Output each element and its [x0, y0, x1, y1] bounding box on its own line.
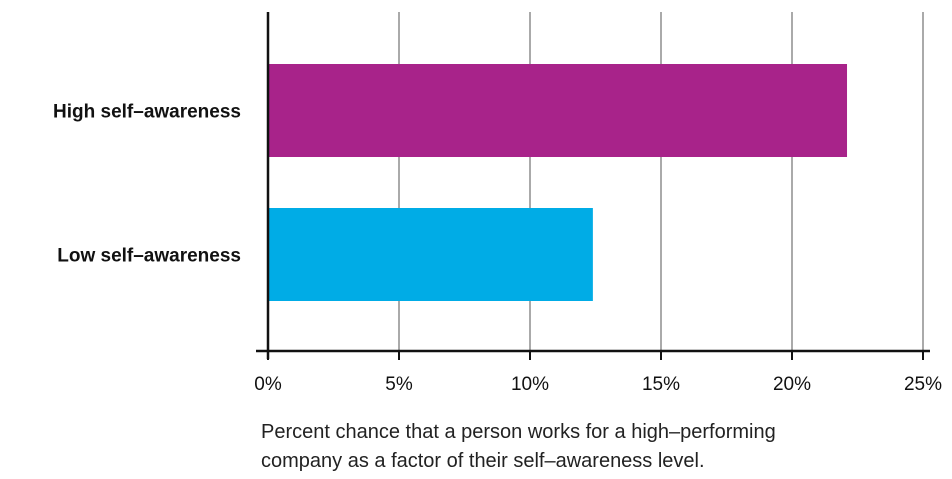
bar-high-self-awareness — [268, 64, 848, 157]
category-label: High self–awareness — [53, 102, 241, 123]
axes — [256, 12, 930, 360]
bar-low-self-awareness — [268, 208, 593, 301]
caption-line-1: Percent chance that a person works for a… — [261, 421, 776, 443]
category-labels: High self–awareness Low self–awareness — [53, 102, 241, 267]
x-tick-labels: 0% 5% 10% 15% 20% 25% — [254, 374, 942, 395]
caption-line-2: company as a factor of their self–awaren… — [261, 450, 705, 472]
x-tick-label: 10% — [511, 374, 549, 395]
x-tick-label: 0% — [254, 374, 282, 395]
x-tick-label: 20% — [773, 374, 811, 395]
x-tick-label: 15% — [642, 374, 680, 395]
chart-caption: Percent chance that a person works for a… — [261, 418, 946, 476]
bars — [268, 64, 848, 301]
x-tick-label: 5% — [385, 374, 413, 395]
x-tick-label: 25% — [904, 374, 942, 395]
category-label: Low self–awareness — [57, 246, 241, 267]
